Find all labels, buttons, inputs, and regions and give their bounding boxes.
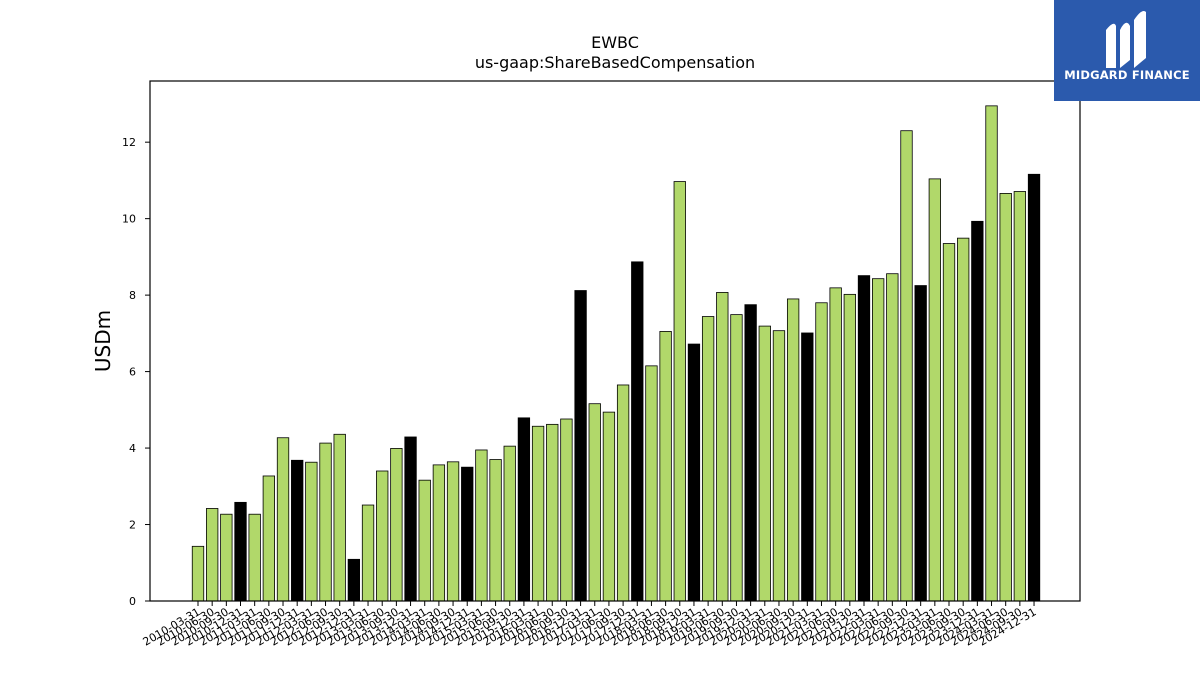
logo-text: MIDGARD FINANCE <box>1064 68 1190 82</box>
bar-2013-06-30 <box>376 470 389 602</box>
bar-2015-06-30 <box>489 459 502 602</box>
bar-2019-09-30 <box>730 314 743 602</box>
bar-2021-09-30 <box>843 293 856 602</box>
chart-subtitle: us-gaap:ShareBasedCompensation <box>475 53 755 72</box>
bar-2015-09-30 <box>503 445 516 602</box>
bar-2012-06-30 <box>319 442 332 602</box>
bar-2011-09-30 <box>276 437 290 602</box>
midgard-logo-icon <box>1106 11 1146 68</box>
bar-2017-09-30 <box>616 384 630 602</box>
bar-2014-03-31 <box>418 479 431 602</box>
bar-2019-06-30 <box>716 292 729 602</box>
bar-2015-12-31 <box>517 417 531 602</box>
y-axis-label: USDm <box>91 310 115 372</box>
bar-2012-09-30 <box>333 433 346 602</box>
bar-2018-12-31 <box>687 343 701 602</box>
bar-2010-06-30 <box>206 508 219 602</box>
bar-2021-06-30 <box>829 287 842 602</box>
bar-2014-06-30 <box>432 464 446 602</box>
bar-2014-12-31 <box>461 466 474 602</box>
bar-2023-12-31 <box>971 220 984 602</box>
bar-2016-12-31 <box>574 290 587 602</box>
bar-2010-03-31 <box>191 545 205 602</box>
bar-2012-12-31 <box>347 558 361 602</box>
chart-title: EWBC <box>591 33 639 52</box>
bar-2017-12-31 <box>631 261 644 602</box>
bar-2020-09-30 <box>786 298 800 602</box>
bar-2024-12-31 <box>1027 173 1041 602</box>
bar-2023-09-30 <box>957 237 970 602</box>
bar-2016-06-30 <box>546 423 559 602</box>
bar-2021-12-31 <box>857 275 871 602</box>
bar-2023-03-31 <box>928 178 941 602</box>
bar-2016-09-30 <box>560 418 573 602</box>
y-tick-label: 4 <box>129 442 136 455</box>
bar-2018-03-31 <box>645 365 658 602</box>
y-axis: 0 2 4 6 8 10 12 <box>122 136 150 608</box>
bar-2017-06-30 <box>602 411 616 602</box>
bar-2024-09-30 <box>1013 191 1027 602</box>
x-axis: 2010-03-312010-06-302010-09-302010-12-31… <box>141 601 1039 649</box>
plot-frame <box>149 80 1081 602</box>
bar-2011-03-31 <box>248 513 261 602</box>
bar-2024-06-30 <box>999 193 1012 602</box>
bar-2013-03-31 <box>361 504 375 602</box>
bar-2010-12-31 <box>234 501 247 602</box>
bar-2018-06-30 <box>659 331 672 602</box>
bar-2024-03-31 <box>985 105 998 602</box>
y-tick-label: 10 <box>122 213 136 226</box>
bar-2019-12-31 <box>744 304 757 602</box>
bar-2014-09-30 <box>446 461 460 602</box>
bar-2012-03-31 <box>305 461 318 602</box>
y-tick-label: 8 <box>129 289 136 302</box>
bar-2018-09-30 <box>673 181 686 602</box>
bar-2013-12-31 <box>404 436 417 602</box>
bar-2021-03-31 <box>815 302 828 602</box>
bar-2022-09-30 <box>900 130 913 602</box>
bar-2023-06-30 <box>942 243 956 602</box>
brand-logo: MIDGARD FINANCE <box>1054 0 1200 101</box>
bars-group <box>191 105 1041 602</box>
bar-2020-03-31 <box>758 325 771 602</box>
y-tick-label: 6 <box>129 366 136 379</box>
y-tick-label: 2 <box>129 519 136 532</box>
y-tick-label: 12 <box>122 136 136 149</box>
bar-2015-03-31 <box>475 449 488 602</box>
bar-2017-03-31 <box>588 403 601 602</box>
bar-2016-03-31 <box>531 425 545 602</box>
bar-2020-12-31 <box>801 332 814 602</box>
bar-2011-12-31 <box>291 459 304 602</box>
bar-2019-03-31 <box>701 316 715 602</box>
bar-2020-06-30 <box>772 330 786 602</box>
bar-2011-06-30 <box>262 475 276 602</box>
bar-2022-12-31 <box>914 285 927 602</box>
bar-2022-03-31 <box>872 278 885 602</box>
bar-2022-06-30 <box>886 273 899 602</box>
y-tick-label: 0 <box>129 595 136 608</box>
bar-2010-09-30 <box>220 513 233 602</box>
bar-2013-09-30 <box>390 448 403 602</box>
